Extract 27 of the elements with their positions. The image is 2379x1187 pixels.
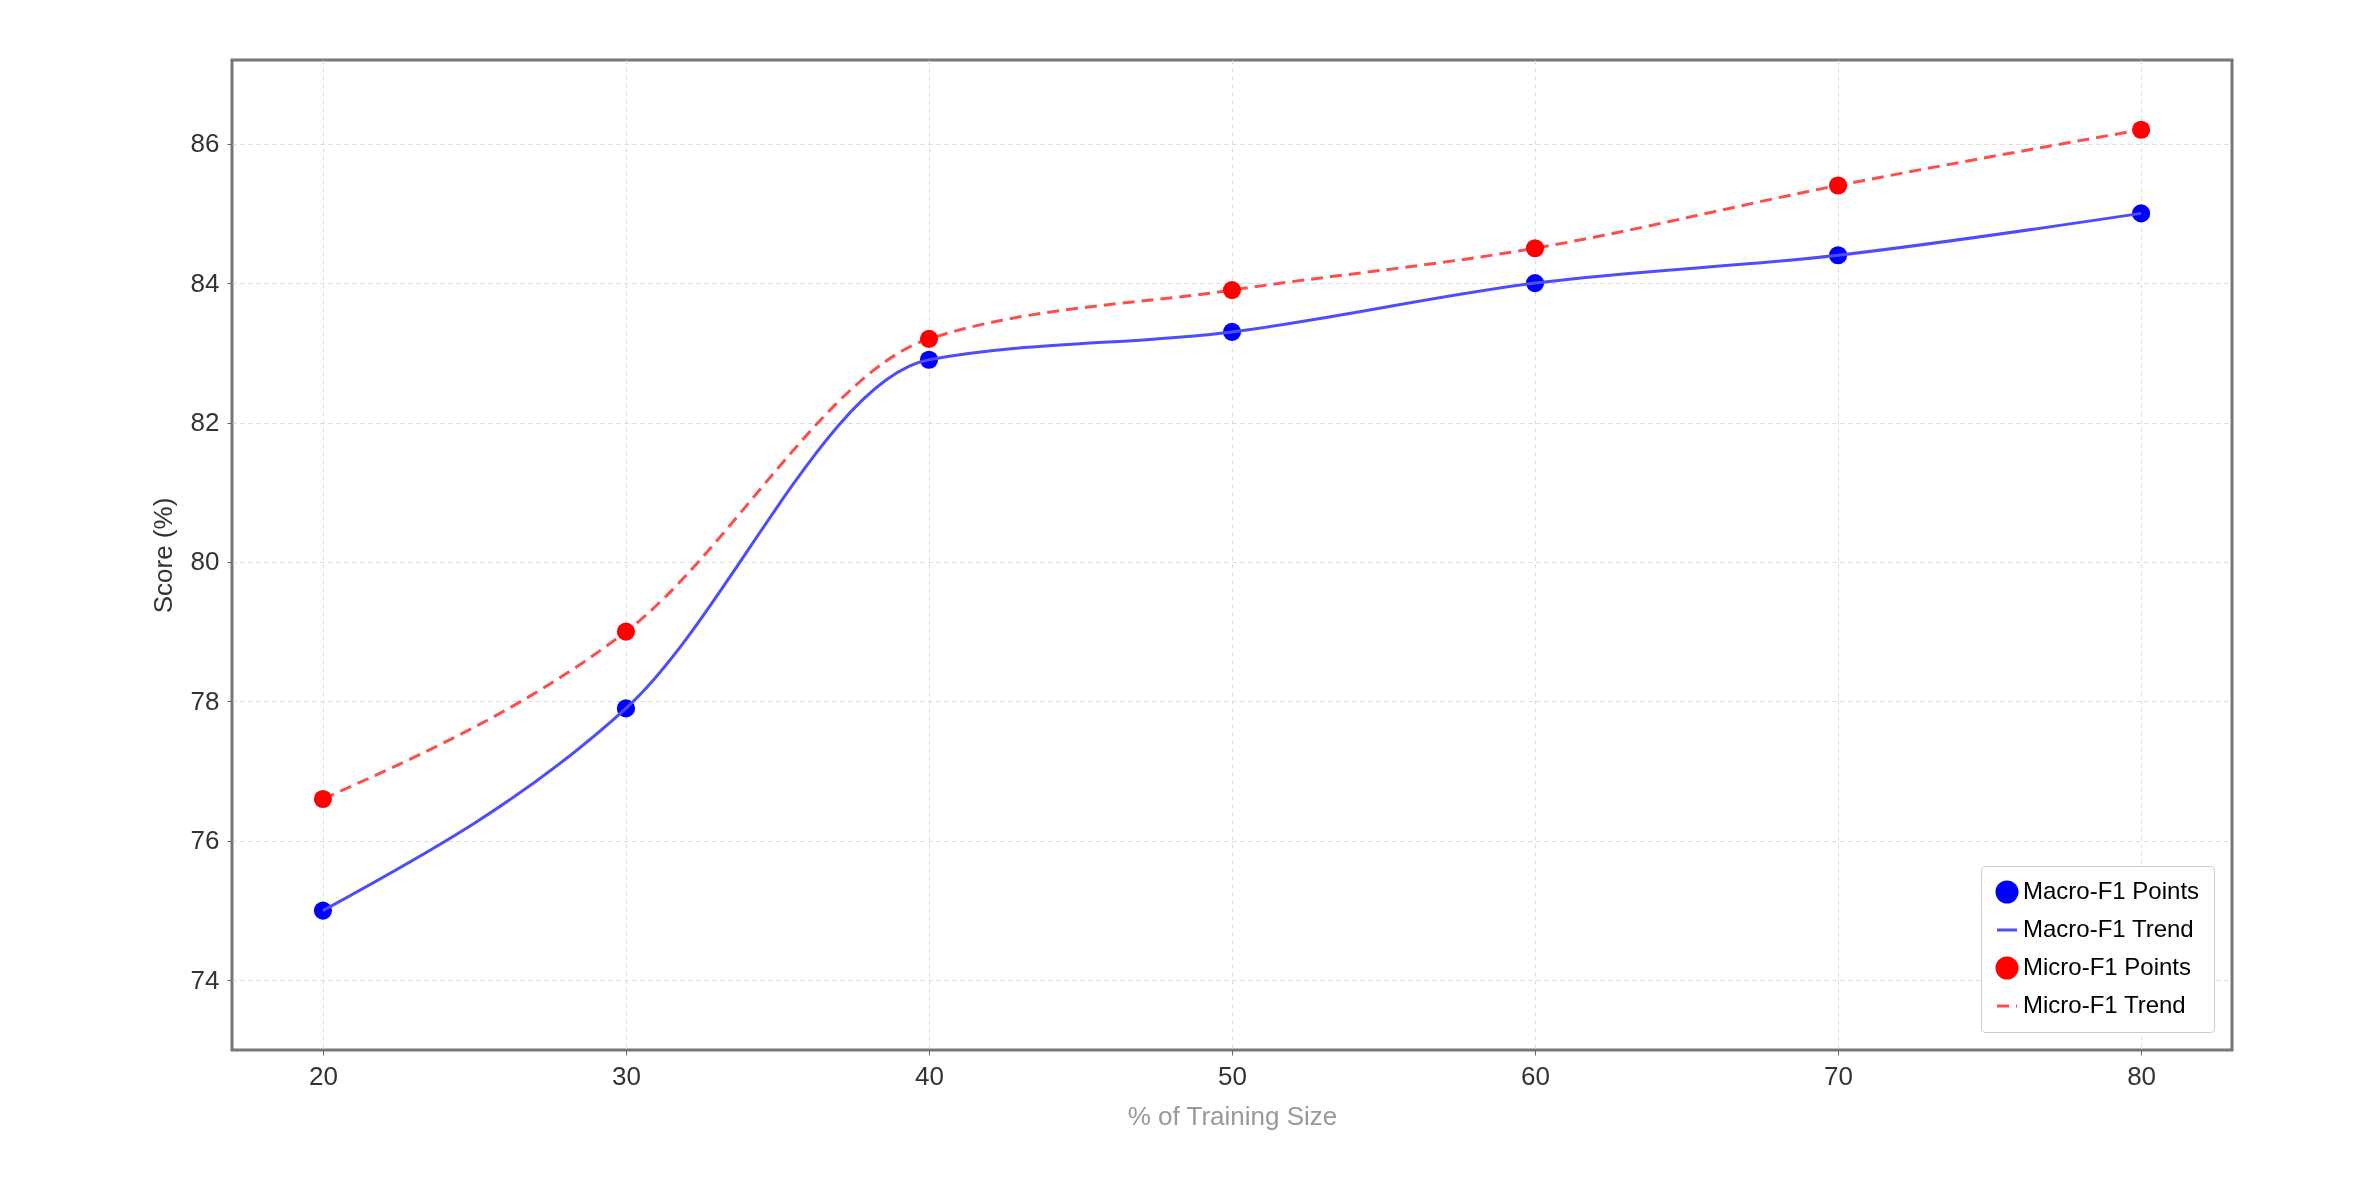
y-axis-title: Score (%) [147,497,178,614]
legend-label: Micro-F1 Trend [2023,991,2186,1018]
y-tick-label: 76 [190,825,220,856]
point [1525,239,1545,258]
x-tick-label: 30 [611,1060,641,1091]
point [2132,120,2151,139]
x-tick-label: 70 [1824,1060,1854,1091]
legend-label: Macro-F1 Trend [2023,915,2194,942]
y-tick-label: 86 [190,128,220,159]
y-tick-label: 74 [190,964,220,995]
x-tick-label: 20 [308,1060,338,1091]
y-tick-label: 80 [190,546,220,577]
point [313,789,332,809]
x-tick-label: 80 [2127,1060,2157,1091]
point [1222,281,1242,300]
point [1828,176,1848,195]
y-tick-label: 78 [190,685,220,716]
legend-label: Macro-F1 Points [2023,877,2200,904]
x-axis-title: % of Training Size [1127,1100,1338,1131]
x-tick-label: 40 [915,1060,944,1091]
legend-label: Micro-F1 Points [2023,953,2192,980]
y-tick-label: 84 [190,267,220,298]
point [616,622,636,641]
x-tick-label: 50 [1218,1060,1247,1091]
point [919,329,939,348]
x-tick-label: 60 [1521,1060,1550,1091]
y-tick-label: 82 [190,407,220,438]
